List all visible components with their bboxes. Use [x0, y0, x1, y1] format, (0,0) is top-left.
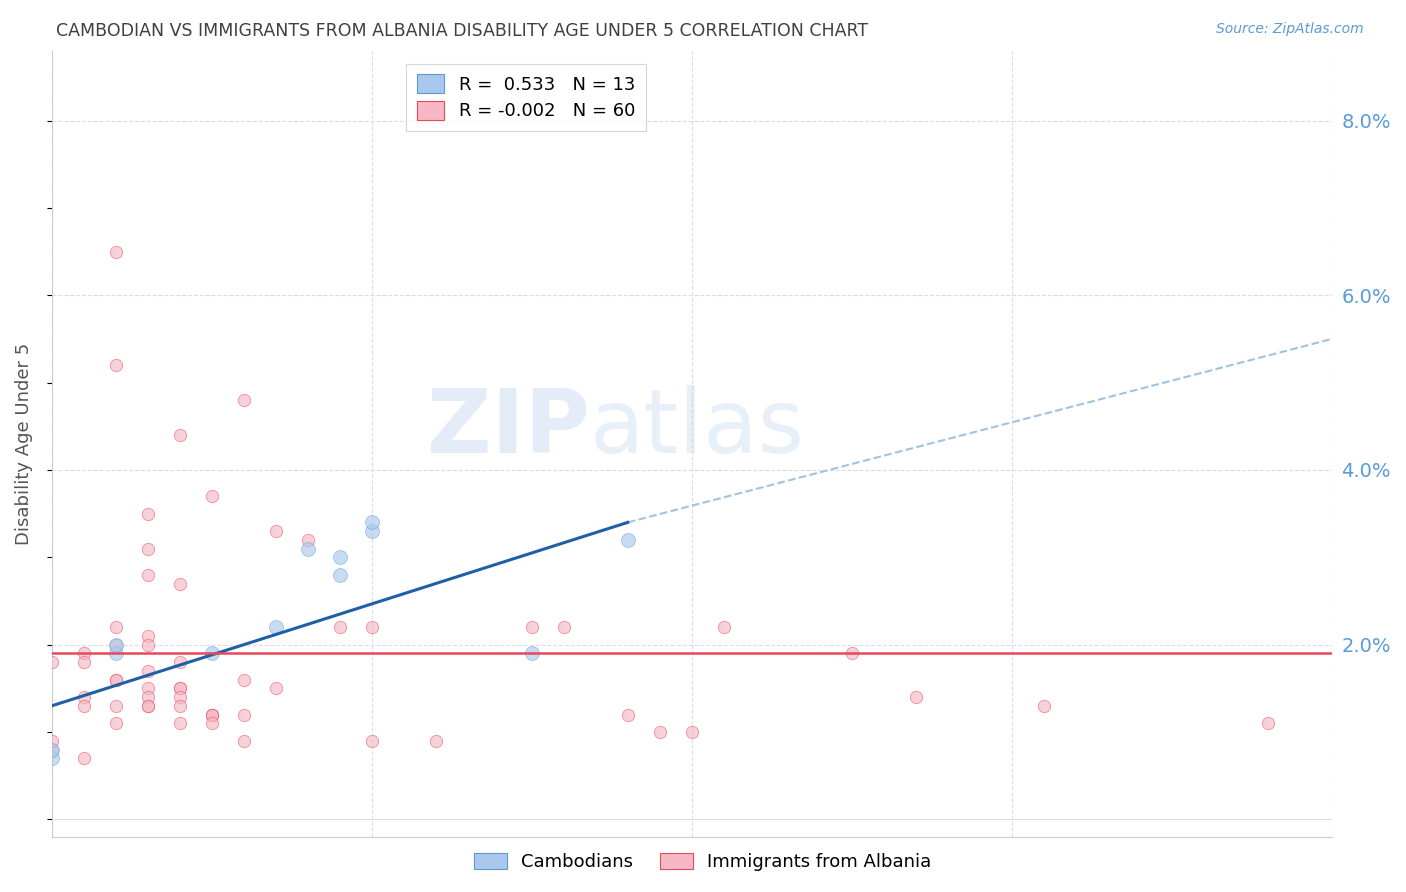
Point — [104, 638, 127, 652]
Legend: R =  0.533   N = 13, R = -0.002   N = 60: R = 0.533 N = 13, R = -0.002 N = 60 — [406, 63, 645, 131]
Point — [136, 664, 159, 678]
Point — [169, 716, 191, 731]
Point — [136, 698, 159, 713]
Y-axis label: Disability Age Under 5: Disability Age Under 5 — [15, 343, 32, 545]
Point — [425, 733, 447, 747]
Point — [169, 655, 191, 669]
Point — [520, 647, 543, 661]
Point — [1032, 698, 1054, 713]
Point — [169, 681, 191, 696]
Point — [360, 524, 382, 538]
Text: atlas: atlas — [589, 384, 804, 472]
Point — [201, 707, 224, 722]
Point — [713, 620, 735, 634]
Point — [41, 733, 63, 747]
Point — [104, 620, 127, 634]
Point — [201, 716, 224, 731]
Point — [104, 647, 127, 661]
Point — [104, 244, 127, 259]
Point — [136, 638, 159, 652]
Point — [329, 620, 352, 634]
Point — [41, 742, 63, 756]
Point — [41, 742, 63, 756]
Point — [553, 620, 575, 634]
Point — [136, 629, 159, 643]
Point — [73, 647, 96, 661]
Point — [232, 733, 254, 747]
Point — [136, 681, 159, 696]
Point — [264, 524, 287, 538]
Point — [329, 567, 352, 582]
Point — [841, 647, 863, 661]
Text: ZIP: ZIP — [426, 384, 589, 472]
Point — [232, 707, 254, 722]
Point — [232, 673, 254, 687]
Point — [73, 655, 96, 669]
Point — [104, 716, 127, 731]
Point — [297, 533, 319, 547]
Point — [136, 698, 159, 713]
Point — [648, 725, 671, 739]
Point — [1257, 716, 1279, 731]
Point — [136, 567, 159, 582]
Point — [169, 428, 191, 442]
Point — [616, 533, 638, 547]
Point — [73, 751, 96, 765]
Point — [360, 620, 382, 634]
Point — [73, 698, 96, 713]
Point — [41, 655, 63, 669]
Point — [616, 707, 638, 722]
Point — [904, 690, 927, 704]
Point — [264, 620, 287, 634]
Point — [104, 673, 127, 687]
Legend: Cambodians, Immigrants from Albania: Cambodians, Immigrants from Albania — [467, 846, 939, 879]
Point — [136, 690, 159, 704]
Point — [136, 507, 159, 521]
Point — [360, 733, 382, 747]
Point — [41, 751, 63, 765]
Point — [264, 681, 287, 696]
Point — [201, 489, 224, 503]
Point — [297, 541, 319, 556]
Text: Source: ZipAtlas.com: Source: ZipAtlas.com — [1216, 22, 1364, 37]
Text: CAMBODIAN VS IMMIGRANTS FROM ALBANIA DISABILITY AGE UNDER 5 CORRELATION CHART: CAMBODIAN VS IMMIGRANTS FROM ALBANIA DIS… — [56, 22, 869, 40]
Point — [169, 690, 191, 704]
Point — [201, 707, 224, 722]
Point — [329, 550, 352, 565]
Point — [104, 358, 127, 372]
Point — [169, 681, 191, 696]
Point — [169, 576, 191, 591]
Point — [201, 707, 224, 722]
Point — [681, 725, 703, 739]
Point — [104, 638, 127, 652]
Point — [73, 690, 96, 704]
Point — [201, 647, 224, 661]
Point — [169, 698, 191, 713]
Point — [104, 673, 127, 687]
Point — [136, 541, 159, 556]
Point — [360, 516, 382, 530]
Point — [520, 620, 543, 634]
Point — [232, 393, 254, 408]
Point — [104, 698, 127, 713]
